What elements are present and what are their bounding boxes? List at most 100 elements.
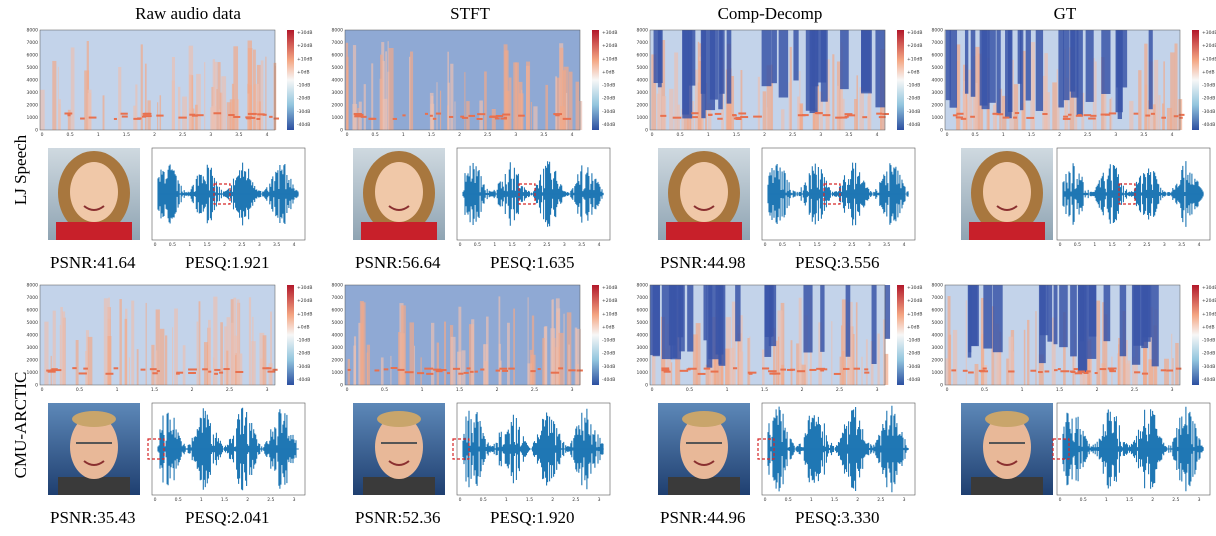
harmonic xyxy=(269,115,273,118)
spectral-gap xyxy=(1143,285,1151,342)
spectral-band xyxy=(1143,341,1148,385)
spectrogram-y-tick: 5000 xyxy=(27,65,39,71)
spectrogram xyxy=(649,29,889,131)
spectral-band xyxy=(191,75,194,130)
harmonic xyxy=(697,372,706,375)
harmonic xyxy=(140,368,146,371)
spectrogram-frame xyxy=(39,284,276,386)
spectrogram-x-tick: 0.5 xyxy=(972,132,979,138)
harmonic xyxy=(876,112,883,115)
spectral-band xyxy=(182,96,187,130)
spectral-band xyxy=(865,339,868,385)
spectral-band xyxy=(740,70,743,130)
spectral-band xyxy=(436,342,439,385)
spectral-band xyxy=(826,59,830,130)
spectral-gap xyxy=(670,285,682,360)
highlight-box xyxy=(1118,183,1136,205)
harmonic xyxy=(1014,112,1020,115)
spectral-band xyxy=(414,345,416,385)
spectrogram-x-tick: 0 xyxy=(651,387,654,393)
spectral-gap xyxy=(1039,285,1049,336)
harmonic xyxy=(970,115,975,118)
spectral-band xyxy=(988,92,990,130)
spectral-band xyxy=(379,54,383,130)
spectral-band xyxy=(1175,342,1179,385)
spectrogram-y-tick: 2000 xyxy=(932,358,944,364)
spectrogram-y-tick: 4000 xyxy=(27,333,39,339)
spectrogram-x-tick: 2.5 xyxy=(789,132,796,138)
spectral-band xyxy=(531,315,535,385)
row-label: CMU-ARCTIC xyxy=(11,372,30,479)
spectrogram-x-tick: 4 xyxy=(1171,132,1174,138)
spectral-gap xyxy=(945,30,952,101)
harmonic xyxy=(555,114,560,117)
harmonic xyxy=(797,114,806,117)
harmonic xyxy=(176,372,180,375)
spectral-gap xyxy=(1148,30,1153,110)
harmonic xyxy=(50,369,55,372)
colorbar-tick: +30dB xyxy=(1202,285,1216,291)
harmonic xyxy=(732,114,737,117)
spectrogram-y-tick: 2000 xyxy=(332,358,344,364)
spectral-gap xyxy=(1019,30,1024,111)
spectral-band xyxy=(60,307,63,385)
face-photo xyxy=(658,403,750,495)
spectral-gap xyxy=(735,285,741,342)
shirt xyxy=(361,222,437,240)
spectrogram-y-tick: 4000 xyxy=(27,78,39,84)
harmonic xyxy=(1141,372,1149,375)
harmonic xyxy=(537,368,541,371)
harmonic xyxy=(1070,370,1075,373)
waveform-x-tick: 0.5 xyxy=(1074,242,1081,248)
harmonic xyxy=(714,112,722,115)
spectral-band xyxy=(1006,358,1010,385)
spectral-band xyxy=(87,92,92,130)
spectral-band xyxy=(86,41,89,130)
spectral-band xyxy=(576,328,581,385)
harmonic xyxy=(489,115,496,118)
colorbar-tick: -20dB xyxy=(297,351,310,357)
harmonic xyxy=(113,117,117,120)
harmonic xyxy=(156,114,164,117)
spectral-band xyxy=(662,96,667,130)
spectral-band xyxy=(877,333,880,385)
spectral-band xyxy=(247,40,252,130)
pesq: PESQ:1.635 xyxy=(490,253,575,272)
harmonic xyxy=(452,367,461,370)
waveform-x-tick: 4 xyxy=(293,242,296,248)
harmonic xyxy=(819,368,828,371)
spectral-band xyxy=(697,82,700,130)
spectral-gap xyxy=(708,285,719,360)
spectral-band xyxy=(220,322,223,385)
spectral-gap xyxy=(981,30,990,110)
harmonic xyxy=(1108,112,1117,115)
spectral-band xyxy=(1103,89,1107,130)
spectral-band xyxy=(155,350,158,385)
face-photo xyxy=(48,403,140,495)
waveform-x-tick: 1 xyxy=(188,242,191,248)
colorbar-tick: +0dB xyxy=(1202,324,1215,330)
hair xyxy=(72,411,116,427)
colorbar-tick: +20dB xyxy=(907,43,922,49)
spectral-band xyxy=(253,49,256,131)
spectrogram-y-tick: 7000 xyxy=(637,295,649,301)
spectral-band xyxy=(357,108,360,130)
harmonic xyxy=(1077,370,1085,373)
colorbar-tick: -30dB xyxy=(602,109,615,115)
spectral-band xyxy=(238,353,243,385)
harmonic xyxy=(562,117,572,120)
spectrogram-y-tick: 5000 xyxy=(332,320,344,326)
spectral-band xyxy=(385,51,387,130)
colorbar xyxy=(592,30,599,130)
spectral-band xyxy=(574,327,578,385)
colorbar xyxy=(897,285,904,385)
spectral-band xyxy=(841,299,847,385)
waveform-x-tick: 3 xyxy=(563,242,566,248)
spectral-band xyxy=(695,323,701,385)
harmonic xyxy=(951,369,957,372)
spectral-band xyxy=(1023,329,1026,385)
spectral-band xyxy=(1174,43,1178,131)
psnr: PSNR:41.64 xyxy=(50,253,136,272)
waveform-x-tick: 0 xyxy=(459,242,462,248)
spectrogram-x-tick: 3.5 xyxy=(235,132,242,138)
